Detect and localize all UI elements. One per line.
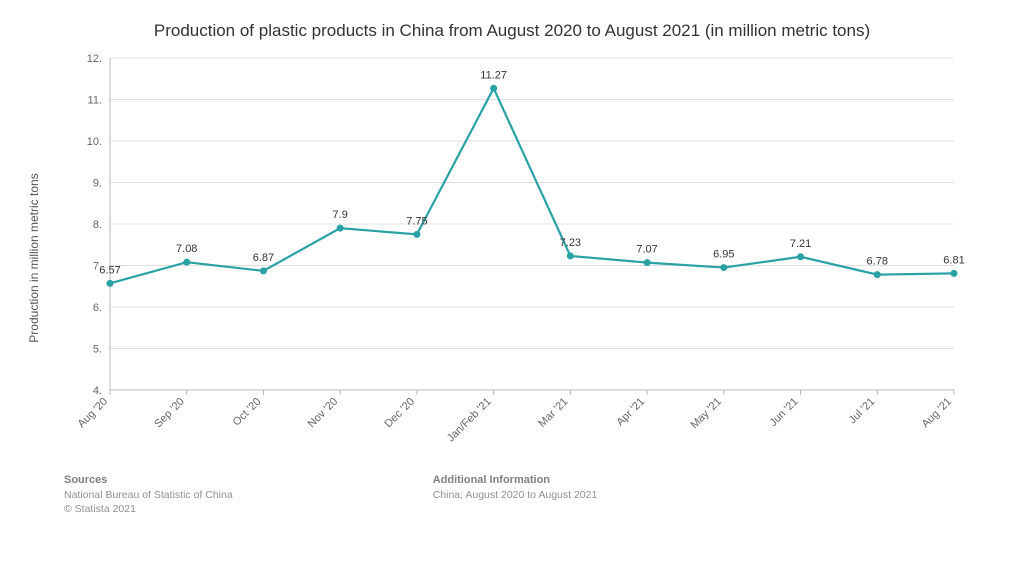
data-point bbox=[567, 253, 574, 260]
chart-footer: Sources National Bureau of Statistic of … bbox=[30, 474, 994, 516]
data-label: 6.81 bbox=[943, 254, 964, 266]
x-tick-label: Oct '20 bbox=[231, 396, 264, 429]
x-tick-label: Aug '20 bbox=[75, 396, 110, 431]
chart-area: Production in million metric tons 4.5.6.… bbox=[52, 48, 972, 468]
sources-block: Sources National Bureau of Statistic of … bbox=[64, 474, 233, 516]
additional-heading: Additional Information bbox=[433, 474, 598, 486]
data-point bbox=[337, 225, 344, 232]
data-label: 6.57 bbox=[99, 264, 120, 276]
data-label: 7.75 bbox=[406, 215, 427, 227]
data-point bbox=[874, 271, 881, 278]
chart-title: Production of plastic products in China … bbox=[30, 20, 994, 42]
data-label: 7.23 bbox=[560, 237, 581, 249]
x-tick-label: Jul '21 bbox=[847, 396, 878, 427]
x-tick-label: Jun '21 bbox=[767, 396, 800, 429]
data-label: 6.78 bbox=[867, 256, 888, 268]
sources-heading: Sources bbox=[64, 474, 233, 486]
line-chart: 4.5.6.7.8.9.10.11.12.Aug '20Sep '20Oct '… bbox=[52, 48, 972, 468]
data-point bbox=[490, 85, 497, 92]
data-label: 7.21 bbox=[790, 238, 811, 250]
x-tick-label: Jan/Feb '21 bbox=[445, 396, 494, 445]
y-tick-label: 5. bbox=[93, 344, 102, 356]
series-line bbox=[110, 88, 954, 283]
y-axis-label: Production in million metric tons bbox=[27, 173, 41, 342]
y-tick-label: 10. bbox=[87, 136, 102, 148]
data-point bbox=[644, 259, 651, 266]
sources-line: National Bureau of Statistic of China bbox=[64, 488, 233, 502]
x-tick-label: Apr '21 bbox=[614, 396, 647, 429]
additional-line: China; August 2020 to August 2021 bbox=[433, 488, 598, 502]
data-label: 6.87 bbox=[253, 252, 274, 264]
data-label: 7.08 bbox=[176, 243, 197, 255]
data-point bbox=[183, 259, 190, 266]
data-point bbox=[720, 264, 727, 271]
y-tick-label: 12. bbox=[87, 53, 102, 65]
y-tick-label: 6. bbox=[93, 302, 102, 314]
x-tick-label: Nov '20 bbox=[306, 396, 341, 431]
y-tick-label: 9. bbox=[93, 178, 102, 190]
data-label: 7.07 bbox=[636, 244, 657, 256]
data-label: 7.9 bbox=[333, 209, 348, 221]
data-label: 11.27 bbox=[480, 69, 507, 81]
chart-container: Production of plastic products in China … bbox=[0, 0, 1024, 576]
y-tick-label: 8. bbox=[93, 219, 102, 231]
x-tick-label: Sep '20 bbox=[152, 396, 187, 431]
data-point bbox=[951, 270, 958, 277]
x-tick-label: Aug '21 bbox=[919, 396, 954, 431]
y-tick-label: 4. bbox=[93, 385, 102, 397]
data-label: 6.95 bbox=[713, 249, 734, 261]
data-point bbox=[413, 231, 420, 238]
x-tick-label: Dec '20 bbox=[382, 396, 417, 431]
data-point bbox=[107, 280, 114, 287]
data-point bbox=[797, 253, 804, 260]
sources-line: © Statista 2021 bbox=[64, 502, 233, 516]
x-tick-label: Mar '21 bbox=[536, 396, 570, 430]
y-tick-label: 11. bbox=[88, 95, 102, 107]
x-tick-label: May '21 bbox=[688, 396, 723, 431]
additional-info-block: Additional Information China; August 202… bbox=[433, 474, 598, 516]
data-point bbox=[260, 267, 267, 274]
